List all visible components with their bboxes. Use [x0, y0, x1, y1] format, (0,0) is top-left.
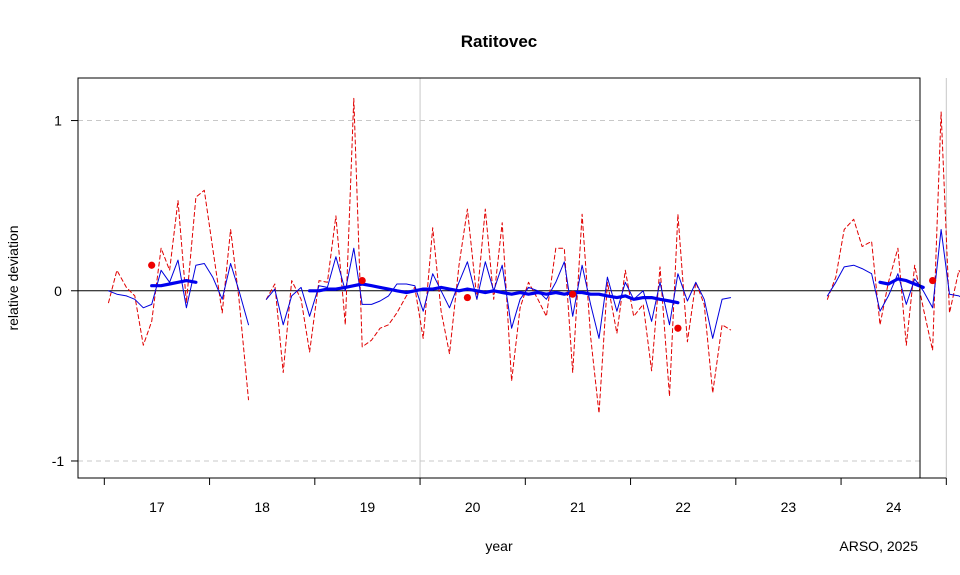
- series-line-blue-thin: [265, 247, 732, 339]
- x-tick-label: 17: [149, 499, 165, 515]
- series-line-red-dashed: [826, 111, 960, 351]
- x-axis: 17 18 19 20 21 22 23 24: [103, 477, 947, 515]
- annual-point: [929, 276, 937, 285]
- series-layer: [108, 97, 960, 414]
- annual-point: [358, 276, 366, 285]
- series-line-blue-thin: [108, 259, 249, 326]
- y-axis: -1 0 1: [52, 113, 78, 469]
- chart-title: Ratitovec: [461, 32, 538, 51]
- annual-point: [569, 290, 577, 298]
- series-line-blue-thick: [150, 279, 198, 288]
- x-tick-label: 18: [254, 499, 270, 515]
- x-axis-label: year: [485, 538, 513, 554]
- x-tick-label: 21: [570, 499, 586, 515]
- annual-point: [674, 324, 682, 332]
- y-tick-label: -1: [52, 453, 65, 469]
- x-tick-label: 19: [360, 499, 376, 515]
- annual-point: [463, 293, 472, 302]
- x-tick-label: 24: [886, 499, 902, 515]
- points-layer: [148, 261, 937, 332]
- series-line-blue-thin: [826, 229, 960, 312]
- grid-layer: [78, 78, 947, 478]
- series-line-blue-thick: [308, 282, 680, 305]
- series-line-red-dashed: [108, 189, 249, 401]
- annual-point: [148, 261, 156, 269]
- y-tick-label: 1: [54, 113, 62, 129]
- y-tick-label: 0: [54, 283, 62, 299]
- plot-frame: [77, 77, 921, 479]
- credit-text: ARSO, 2025: [839, 538, 918, 554]
- x-tick-label: 22: [675, 499, 691, 515]
- x-tick-label: 20: [465, 499, 481, 515]
- series-line-red-dashed: [265, 97, 732, 414]
- series-line-blue-thick: [878, 277, 925, 289]
- x-tick-label: 23: [781, 499, 797, 515]
- y-axis-label: relative deviation: [5, 225, 21, 330]
